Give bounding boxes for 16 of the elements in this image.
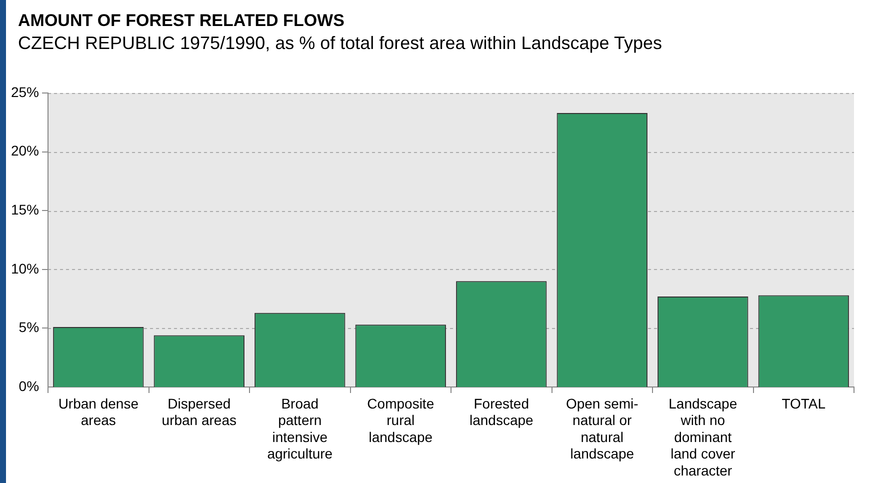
x-tick-label: Urban dense areas [58,395,139,428]
chart-subtitle: CZECH REPUBLIC 1975/1990, as % of total forest area within Landscape Types [18,33,662,54]
x-tick-label: TOTAL [782,395,826,412]
x-tick-label: Forested landscape [469,395,534,428]
y-tick-label: 5% [18,319,40,336]
x-tick-label: Open semi-natural or natural landscape [566,395,639,462]
x-tick-label: Landscape with no dominant land cover character [668,395,738,478]
chart-title: AMOUNT OF FOREST RELATED FLOWS [18,11,344,31]
x-tick-label: Composite rural landscape [367,395,434,445]
y-tick-label: 20% [10,142,40,159]
y-tick-label: 10% [10,260,40,276]
y-tick-label: 15% [10,201,40,218]
y-tick-label: 0% [18,378,40,394]
y-tick-label: 25% [10,84,40,100]
x-tick-label: Broad pattern intensive agriculture [267,395,333,462]
x-tick-label: Dispersed urban areas [162,395,236,428]
